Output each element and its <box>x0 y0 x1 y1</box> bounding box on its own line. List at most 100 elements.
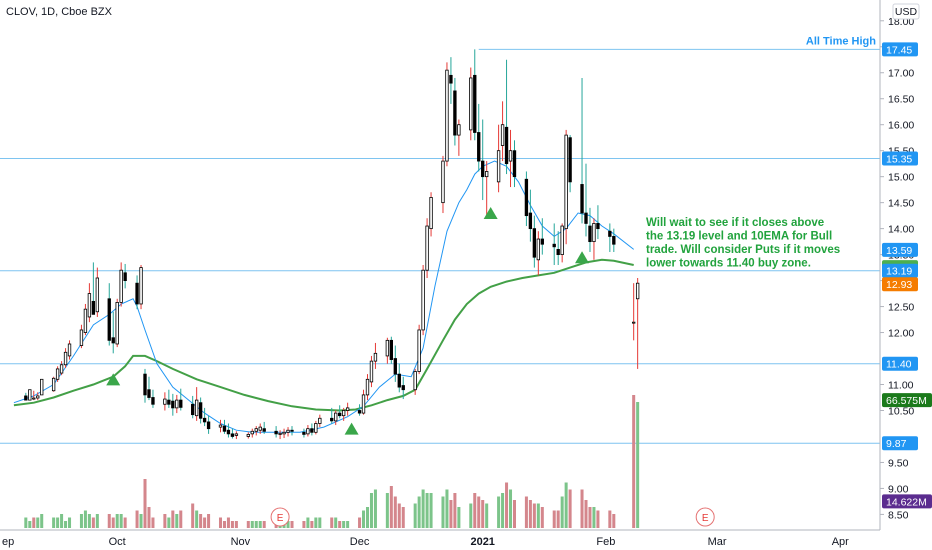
candle-body <box>397 373 401 388</box>
candle-body <box>596 223 600 230</box>
candle-body <box>163 398 167 405</box>
volume-bar <box>473 493 477 528</box>
volume-bar <box>191 503 195 528</box>
note-line: the 13.19 level and 10EMA for Bull <box>646 231 832 243</box>
candle-body <box>365 378 370 396</box>
price-tag-label: 12.93 <box>886 279 912 291</box>
candle-body <box>500 124 505 146</box>
y-tick-label: 11.00 <box>888 380 914 392</box>
candle-body <box>139 267 143 305</box>
candle-body <box>167 399 171 405</box>
volume-bar <box>481 500 485 528</box>
candles <box>24 49 640 440</box>
candle-body <box>67 343 72 357</box>
volume-bar <box>528 500 532 528</box>
candle-body <box>32 397 36 400</box>
volume-bar <box>512 500 517 528</box>
volume-bar <box>222 521 226 528</box>
candle-body <box>95 277 100 313</box>
candle-body <box>580 184 584 214</box>
volume-bar <box>362 510 366 528</box>
volume-bar <box>60 514 64 528</box>
candle-body <box>373 352 378 362</box>
candle-body <box>234 433 239 436</box>
volume-bar <box>540 507 544 528</box>
candle-body <box>147 389 151 398</box>
candle-body <box>111 337 115 344</box>
volume-bar <box>119 514 123 528</box>
volume-bar <box>36 517 40 528</box>
candle-body <box>218 424 223 428</box>
volume-bar <box>401 507 405 528</box>
x-tick-label: Mar <box>708 536 727 548</box>
candle-body <box>274 430 278 435</box>
volume-bar <box>612 514 616 528</box>
candle-body <box>385 339 390 357</box>
volume-bar <box>207 514 211 528</box>
candle-body <box>524 178 529 217</box>
candle-body <box>338 412 342 417</box>
volume-bar <box>167 517 171 528</box>
volume-bar <box>505 482 509 528</box>
volume-bar <box>556 510 560 528</box>
candle-body <box>485 171 489 178</box>
time-axis[interactable]: ep Oct Nov Dec 2021 Feb Mar Apr <box>2 536 849 548</box>
volume-bar <box>536 503 540 528</box>
volume-bar <box>429 493 433 528</box>
candle-body <box>528 212 533 230</box>
candle-body <box>334 412 338 422</box>
volume-bar <box>373 489 377 528</box>
volume-bar <box>123 517 127 528</box>
volume-bar <box>234 521 238 528</box>
candle-body <box>457 124 461 136</box>
candle-body <box>441 160 445 204</box>
price-tag-label: 13.59 <box>886 245 912 257</box>
currency-badge[interactable] <box>892 3 920 20</box>
volume-bar <box>79 514 83 528</box>
volume-bar <box>330 517 334 528</box>
candle-body <box>449 74 453 84</box>
y-tick-label: 9.50 <box>888 457 909 469</box>
volume-bar <box>509 489 513 528</box>
volume-bar <box>32 517 36 528</box>
volume-bar <box>608 510 612 528</box>
x-tick-label: 2021 <box>470 536 494 548</box>
volume-bar <box>497 496 501 528</box>
volume-bar <box>445 489 449 528</box>
candle-body <box>469 77 473 131</box>
candle-body <box>473 74 477 133</box>
volume-bar <box>302 521 306 528</box>
volume-bar <box>195 510 199 528</box>
candle-body <box>552 243 556 248</box>
volume-bar <box>151 517 155 528</box>
candle-body <box>250 430 254 435</box>
volume-bar <box>40 514 44 528</box>
volume-bar <box>453 493 457 528</box>
volume-bar <box>441 496 445 528</box>
candle-body <box>258 426 262 431</box>
y-tick-label: 17.00 <box>888 68 914 80</box>
x-tick-label: Feb <box>596 536 615 548</box>
candle-body <box>286 429 290 433</box>
price-tag-label: 9.87 <box>886 438 907 450</box>
volume-bar <box>501 493 505 528</box>
candle-body <box>79 329 84 346</box>
candle-body <box>393 358 397 375</box>
candle-body <box>401 385 405 391</box>
note-line: Will wait to see if it closes above <box>646 217 824 229</box>
volume-bar <box>580 489 584 528</box>
candle-body <box>536 238 541 261</box>
candle-body <box>246 433 250 437</box>
x-tick-label: ep <box>2 536 14 548</box>
volume-bar <box>532 503 536 528</box>
volume-bar <box>449 500 453 528</box>
candle-body <box>389 339 394 360</box>
candle-body <box>588 225 592 243</box>
candle-body <box>635 282 640 300</box>
volume-bar <box>397 503 401 528</box>
volume-bar <box>564 482 568 528</box>
volume-bar <box>230 521 234 528</box>
volume-bar <box>290 521 294 528</box>
